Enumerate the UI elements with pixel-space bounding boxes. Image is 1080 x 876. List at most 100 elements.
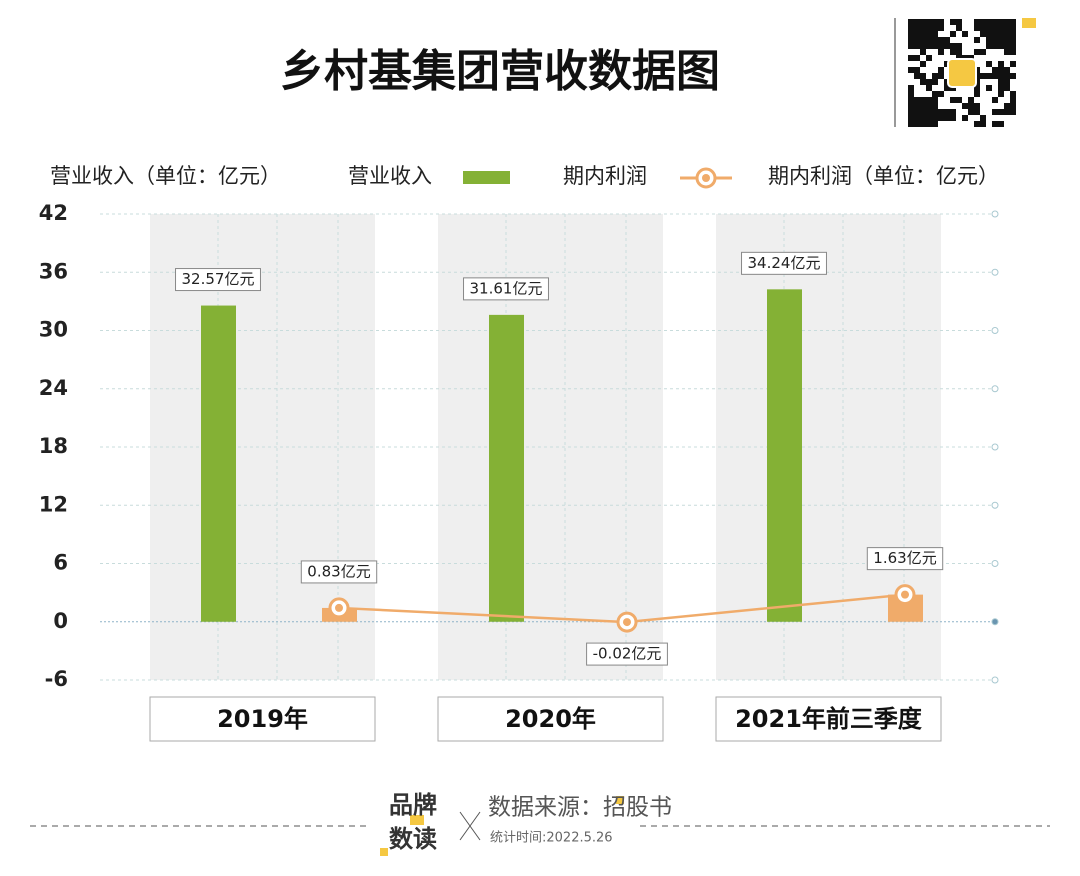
qr-cell: [914, 37, 920, 43]
qr-cell: [980, 121, 986, 127]
x-tick-label: 2019年: [217, 705, 308, 733]
qr-cell: [974, 49, 980, 55]
qr-cell: [938, 109, 944, 115]
bar: [489, 314, 524, 622]
qr-cell: [1004, 79, 1010, 85]
y-axis-label: 营业收入（单位：亿元）: [50, 164, 281, 188]
qr-cell: [920, 43, 926, 49]
qr-cell: [914, 109, 920, 115]
qr-cell: [950, 97, 956, 103]
qr-cell: [914, 19, 920, 25]
qr-cell: [998, 25, 1004, 31]
qr-cell: [992, 121, 998, 127]
legend-marker: [702, 174, 710, 182]
qr-cell: [992, 73, 998, 79]
y2-tick: [991, 501, 999, 509]
qr-cell: [974, 25, 980, 31]
qr-cell: [992, 43, 998, 49]
qr-cell: [998, 79, 1004, 85]
qr-cell: [932, 121, 938, 127]
y2-tick: [991, 385, 999, 393]
qr-cell: [950, 109, 956, 115]
qr-cell: [980, 25, 986, 31]
qr-cell: [926, 43, 932, 49]
qr-cell: [920, 79, 926, 85]
qr-cell: [938, 115, 944, 121]
qr-cell: [908, 97, 914, 103]
qr-cell: [932, 43, 938, 49]
qr-cell: [926, 37, 932, 43]
qr-cell: [914, 97, 920, 103]
qr-cell: [986, 31, 992, 37]
qr-cell: [1010, 61, 1016, 67]
qr-cell: [1004, 85, 1010, 91]
qr-cell: [986, 37, 992, 43]
qr-cell: [926, 109, 932, 115]
qr-cell: [926, 103, 932, 109]
date: 统计时间:2022.5.26: [490, 831, 613, 846]
qr-cell: [1004, 43, 1010, 49]
y-tick-label: 18: [39, 434, 68, 458]
qr-cell: [932, 97, 938, 103]
data-label: 32.57亿元: [182, 270, 255, 288]
qr-cell: [1010, 25, 1016, 31]
logo-x: [459, 811, 481, 841]
qr-cell: [908, 55, 914, 61]
qr-cell: [914, 67, 920, 73]
qr-cell: [908, 85, 914, 91]
qr-cell: [1004, 103, 1010, 109]
qr-cell: [926, 19, 932, 25]
qr-cell: [998, 43, 1004, 49]
qr-cell: [956, 49, 962, 55]
y2-tick: [991, 327, 999, 334]
qr-cell: [992, 25, 998, 31]
qr-cell: [1010, 109, 1016, 115]
qr-cell: [920, 121, 926, 127]
accent: [410, 815, 424, 825]
data-label-box: [300, 560, 378, 584]
y-tick-label: 12: [39, 492, 68, 516]
y-tick-label: 0: [53, 609, 68, 633]
x-tick-label: 2020年: [505, 705, 596, 733]
qr-cell: [944, 109, 950, 115]
qr-cell: [1010, 19, 1016, 25]
qr-cell: [986, 25, 992, 31]
qr-cell: [908, 31, 914, 37]
data-label: 34.24亿元: [748, 254, 821, 272]
qr-cell: [962, 31, 968, 37]
qr-cell: [992, 67, 998, 73]
qr-cell: [914, 103, 920, 109]
bar: [767, 289, 802, 622]
qr-cell: [1004, 37, 1010, 43]
qr-cell: [1010, 31, 1016, 37]
qr-cell: [980, 49, 986, 55]
qr-cell: [968, 97, 974, 103]
qr-cell: [926, 85, 932, 91]
qr-cell: [920, 61, 926, 67]
qr-cell: [908, 19, 914, 25]
data-label: -0.02亿元: [593, 645, 662, 663]
qr-cell: [926, 25, 932, 31]
qr-cell: [980, 31, 986, 37]
qr-cell: [992, 19, 998, 25]
qr-cell: [974, 37, 980, 43]
chart-title: 乡村基集团营收数据图: [280, 46, 720, 97]
qr-cell: [986, 85, 992, 91]
data-label: 1.63亿元: [873, 549, 936, 567]
qr-cell: [1010, 91, 1016, 97]
qr-cell: [926, 121, 932, 127]
qr-cell: [980, 73, 986, 79]
data-label: 31.61亿元: [470, 279, 543, 297]
qr-cell: [998, 73, 1004, 79]
qr-cell: [944, 43, 950, 49]
y-tick-label: 42: [39, 201, 68, 225]
qr-cell: [908, 121, 914, 127]
y2-tick: [991, 676, 999, 684]
qr-cell: [956, 97, 962, 103]
y-tick-label: 30: [39, 318, 68, 342]
qr-cell: [974, 103, 980, 109]
qr-cell: [932, 31, 938, 37]
y2-tick: [991, 560, 999, 567]
qr-cell: [938, 73, 944, 79]
qr-cell: [932, 103, 938, 109]
